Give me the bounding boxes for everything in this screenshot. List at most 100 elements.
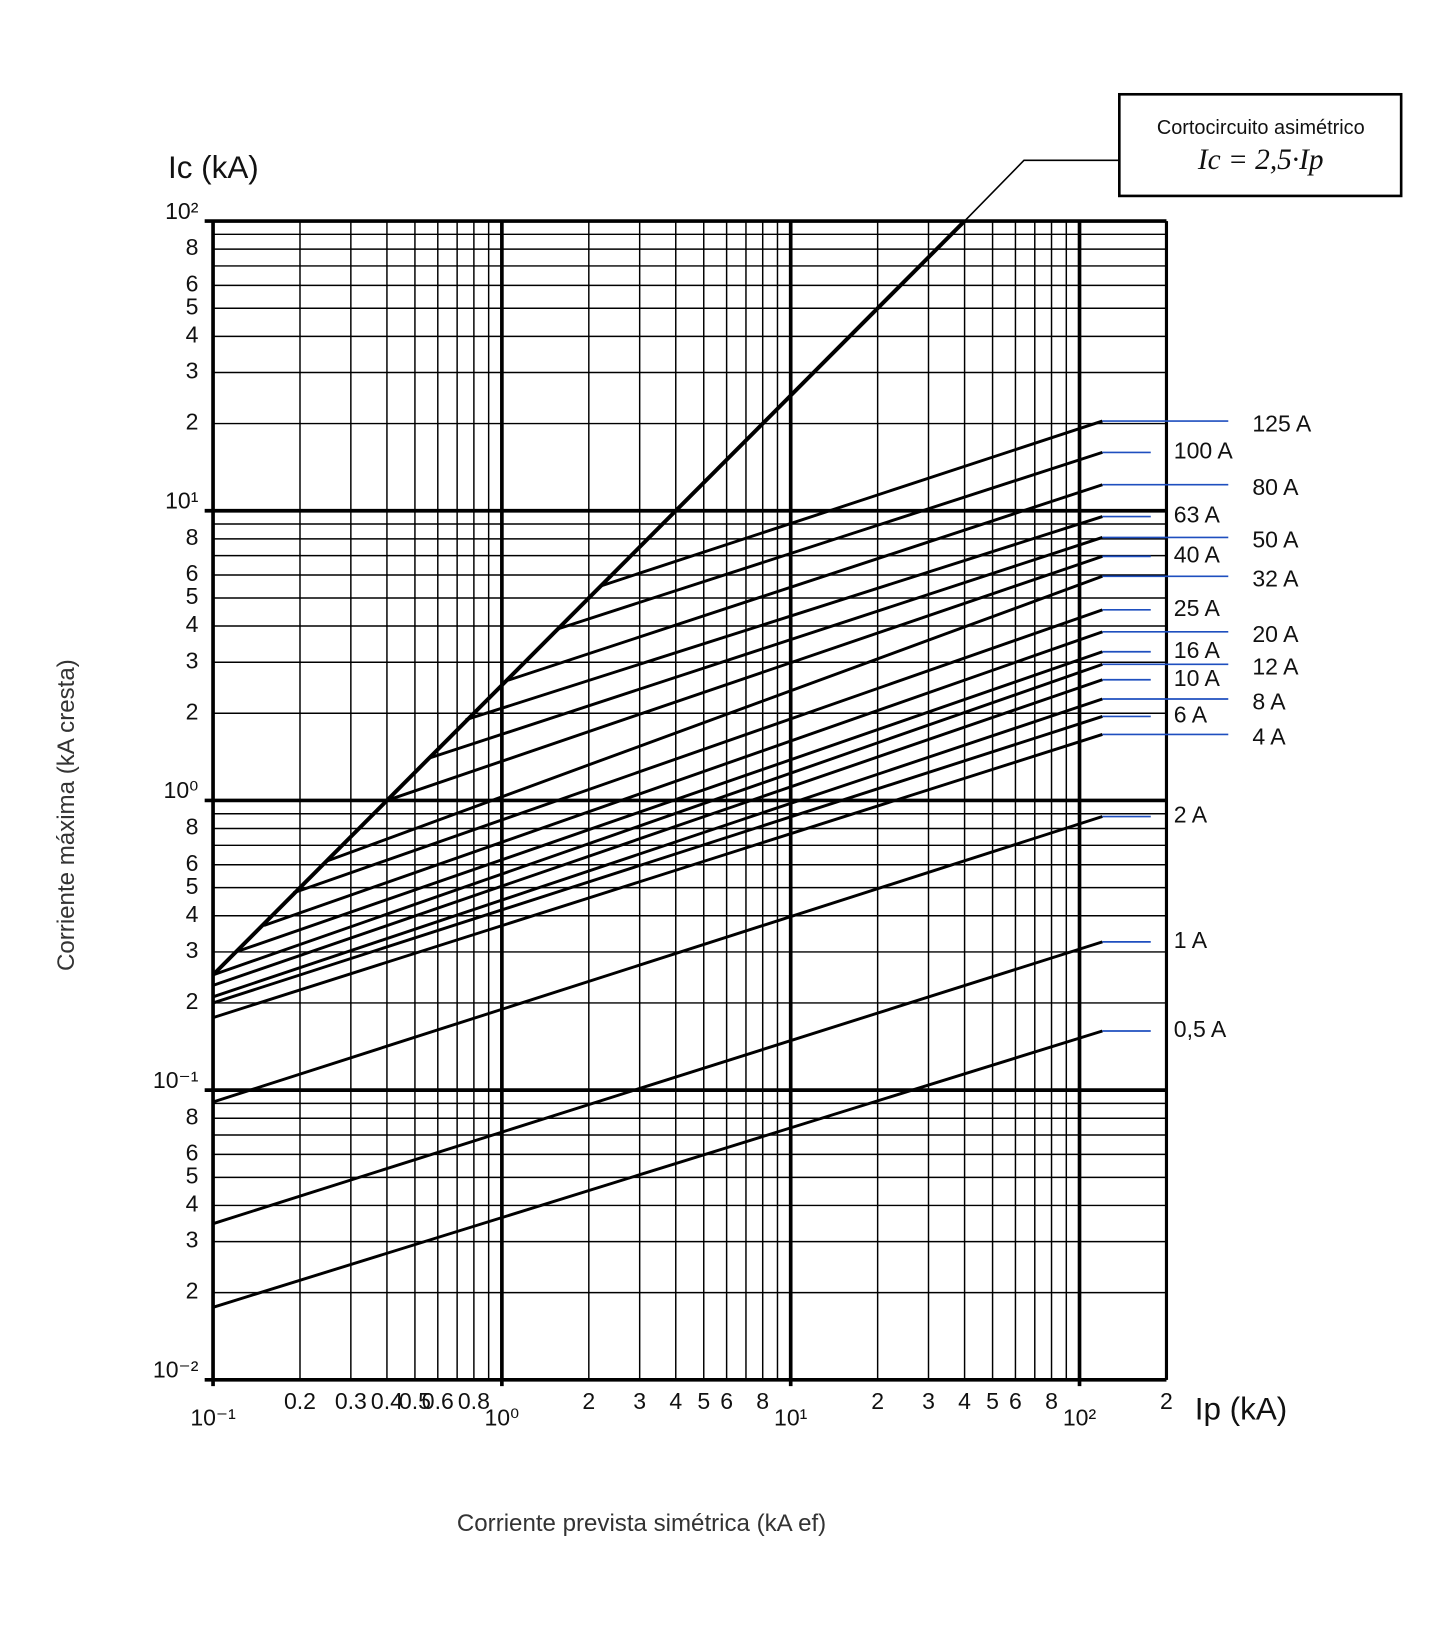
annotation-title: Cortocircuito asimétrico (1157, 117, 1365, 139)
series-line (212, 715, 1103, 1005)
y-title: Ic (kA) (168, 150, 259, 185)
plot (211, 159, 1229, 1309)
series-line (327, 574, 1103, 862)
legend-label: 1 A (1174, 927, 1208, 953)
series-line (600, 419, 1103, 588)
x-tick-label: 3 (633, 1388, 646, 1414)
x-tick-label: 3 (922, 1388, 935, 1414)
legend-label: 25 A (1174, 595, 1221, 621)
x-tick-label: 4 (958, 1388, 971, 1414)
x-tick-label: 0.2 (284, 1388, 316, 1414)
series-line (465, 515, 1103, 722)
y-tick-label: 5 (186, 583, 199, 609)
series-line (556, 451, 1103, 631)
y-label: Corriente máxima (kA cresta) (53, 659, 80, 971)
y-tick-label: 4 (186, 321, 199, 347)
x-tick-label: 2 (582, 1388, 595, 1414)
x-title: Ip (kA) (1195, 1392, 1288, 1427)
series-line (428, 536, 1103, 760)
legend-label: 10 A (1174, 665, 1221, 691)
x-tick-label: 0.4 (371, 1388, 403, 1414)
legend-label: 32 A (1252, 566, 1299, 592)
series-line (212, 815, 1103, 1104)
reference-line (211, 219, 966, 977)
y-tick-label: 5 (186, 293, 199, 319)
y-tick-label: 10⁰ (164, 777, 199, 803)
annotation-leader (964, 159, 1120, 222)
series-line (212, 733, 1103, 1019)
x-label: Corriente prevista simétrica (kA ef) (457, 1510, 826, 1537)
series-line (386, 554, 1103, 802)
legend-label: 2 A (1174, 802, 1208, 828)
y-tick-label: 8 (186, 524, 199, 550)
y-tick-label: 3 (186, 358, 199, 384)
legend-label: 125 A (1252, 410, 1312, 436)
x-tick-label: 6 (1009, 1388, 1022, 1414)
x-tick-label: 2 (1160, 1388, 1173, 1414)
x-tick-label: 10² (1063, 1405, 1097, 1431)
x-tick-label: 10¹ (774, 1405, 808, 1431)
legend-label: 12 A (1252, 654, 1299, 680)
x-tick-label: 5 (986, 1388, 999, 1414)
series-line (212, 697, 1103, 999)
annotation-box (1118, 92, 1403, 198)
y-tick-label: 6 (186, 1140, 199, 1166)
x-tick-label: 0.8 (458, 1388, 490, 1414)
y-tick-label: 2 (186, 698, 199, 724)
y-tick-label: 10⁻² (153, 1357, 199, 1383)
y-tick-label: 2 (186, 409, 199, 435)
legend-label: 40 A (1174, 541, 1221, 567)
y-tick-label: 2 (186, 1278, 199, 1304)
series-line (263, 630, 1103, 927)
y-tick-label: 10¹ (165, 487, 199, 513)
x-tick-label: 10⁻¹ (190, 1405, 236, 1431)
x-tick-label: 0.3 (335, 1388, 367, 1414)
y-tick-label: 8 (186, 1103, 199, 1129)
y-tick-label: 10² (165, 198, 199, 224)
y-tick-label: 6 (186, 560, 199, 586)
y-tick-label: 5 (186, 1162, 199, 1188)
y-tick-label: 3 (186, 647, 199, 673)
legend-label: 50 A (1252, 527, 1299, 553)
series-line (212, 678, 1103, 987)
legend-label: 8 A (1252, 688, 1286, 714)
y-tick-label: 6 (186, 850, 199, 876)
y-tick-label: 6 (186, 270, 199, 296)
y-tick-label: 4 (186, 901, 199, 927)
legend-label: 16 A (1174, 637, 1221, 663)
legend-label: 80 A (1252, 474, 1299, 500)
y-tick-label: 2 (186, 988, 199, 1014)
x-tick-label: 8 (756, 1388, 769, 1414)
series-line (235, 650, 1103, 954)
series-line (212, 940, 1103, 1226)
y-tick-label: 10⁻¹ (153, 1067, 199, 1093)
y-tick-label: 4 (186, 611, 199, 637)
legend-label: 6 A (1174, 702, 1208, 728)
legend-label: 4 A (1252, 724, 1286, 750)
x-tick-label: 0.5 (399, 1388, 431, 1414)
x-tick-label: 2 (871, 1388, 884, 1414)
y-tick-label: 8 (186, 814, 199, 840)
x-tick-label: 8 (1045, 1388, 1058, 1414)
series-line (507, 483, 1103, 682)
x-tick-label: 0.6 (422, 1388, 454, 1414)
series-line (212, 1029, 1103, 1309)
legend-label: 63 A (1174, 502, 1221, 528)
legend-label: 100 A (1174, 438, 1234, 464)
series-line (212, 662, 1103, 977)
legend-label: 0,5 A (1174, 1016, 1227, 1042)
y-tick-label: 3 (186, 937, 199, 963)
y-tick-label: 3 (186, 1227, 199, 1253)
annotation-formula: Ic = 2,5·Ip (1197, 144, 1324, 176)
y-tick-label: 8 (186, 234, 199, 260)
grid (204, 219, 1169, 1387)
y-tick-label: 4 (186, 1191, 199, 1217)
legend-label: 20 A (1252, 621, 1299, 647)
x-tick-label: 10⁰ (484, 1405, 519, 1431)
y-tick-label: 5 (186, 873, 199, 899)
x-tick-label: 5 (697, 1388, 710, 1414)
x-tick-label: 6 (720, 1388, 733, 1414)
series-line (293, 608, 1103, 895)
x-tick-label: 4 (669, 1388, 682, 1414)
